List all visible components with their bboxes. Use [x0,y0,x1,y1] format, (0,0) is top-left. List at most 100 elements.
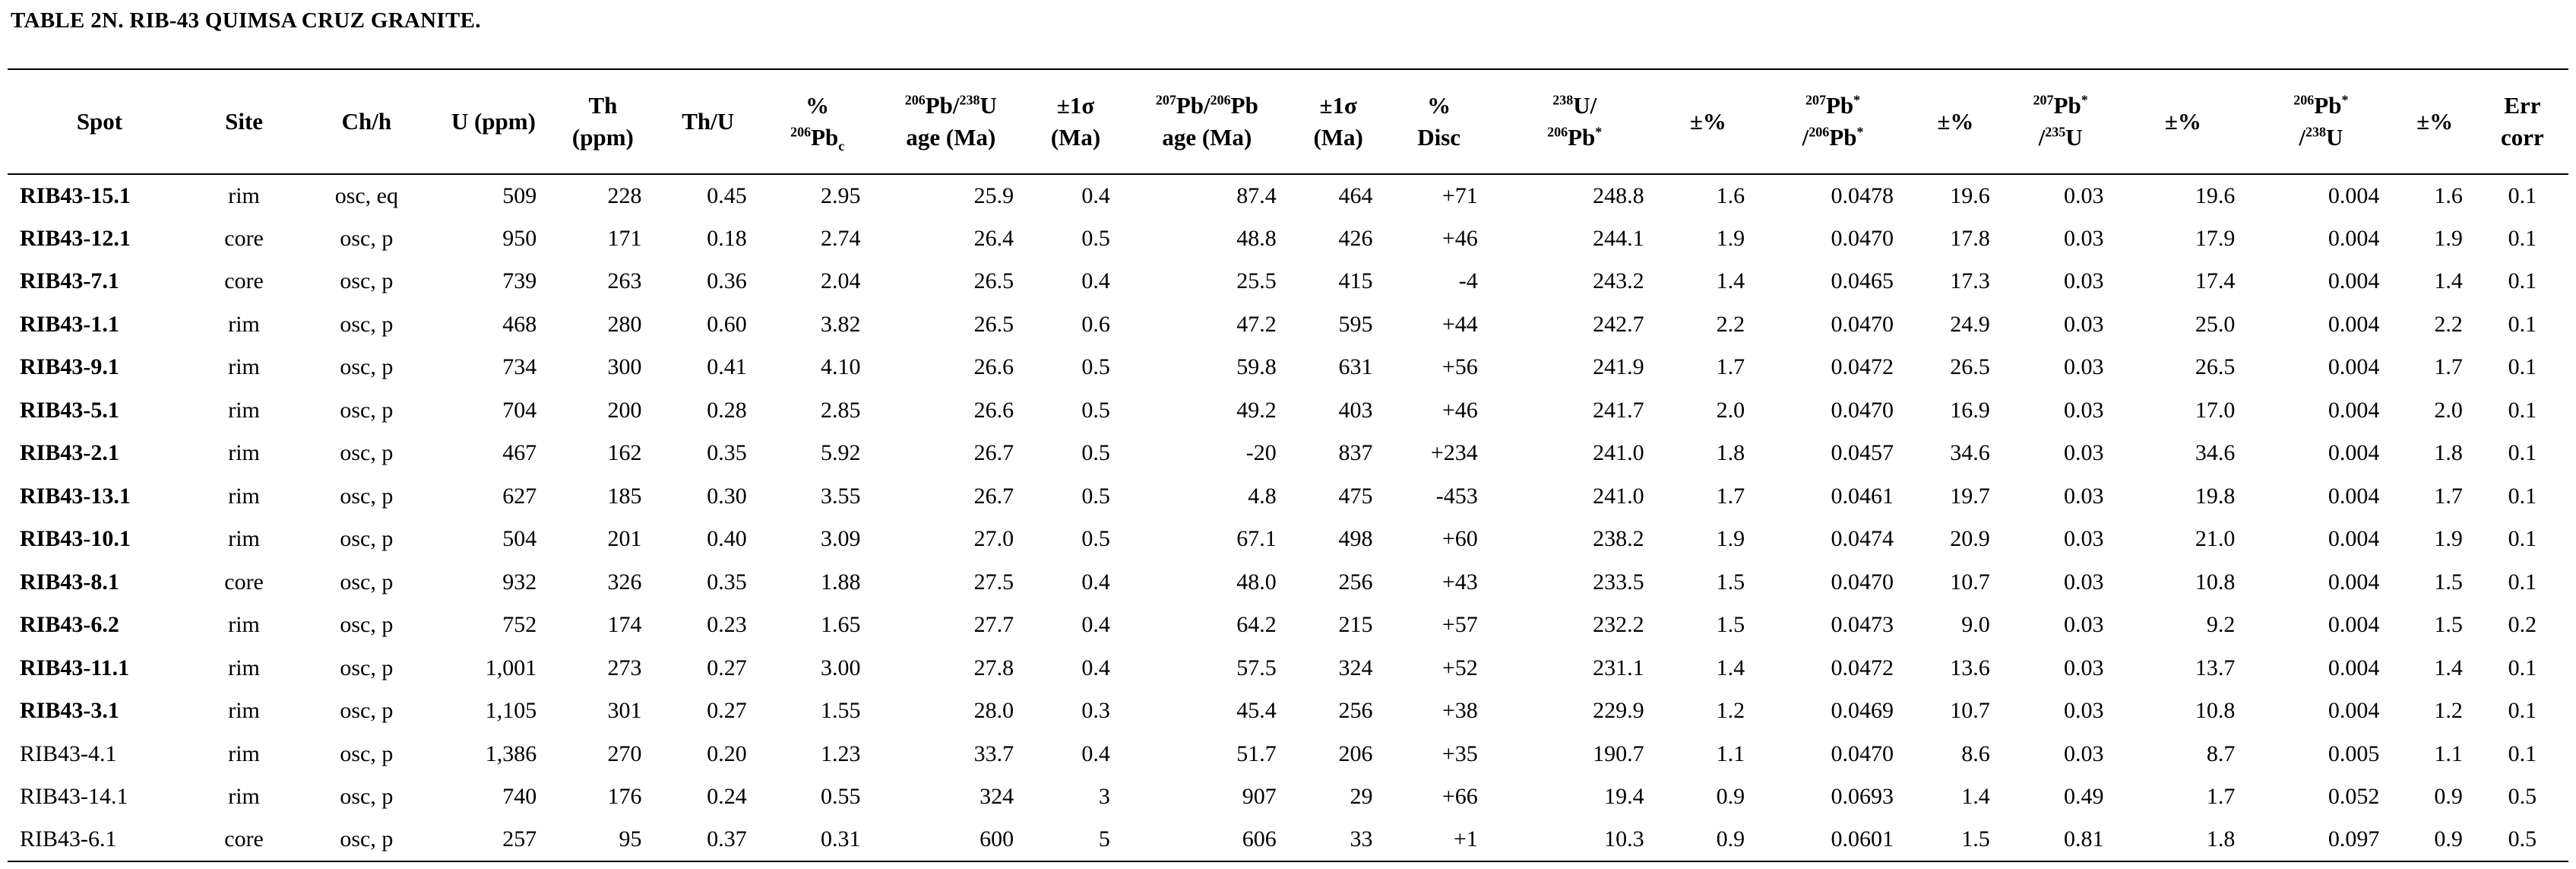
table-cell: 1.5 [2434,569,2463,595]
table-cell: 0.5 [1081,397,1110,423]
table-cell: +60 [1441,526,1478,552]
col-header-u: U (ppm) [451,108,536,135]
table-cell: 10.8 [2195,569,2236,595]
table-cell: 0.03 [2064,698,2104,724]
table-cell: 0.5 [1081,225,1110,251]
spot-cell: RIB43-8.1 [20,569,119,595]
table-cell: 16.9 [1950,397,1990,423]
table-cell: 8.7 [2206,741,2236,766]
table-cell: 1.4 [2434,655,2463,680]
table-cell: 13.6 [1950,655,1990,680]
table-cell: 1.5 [1716,612,1745,638]
table-cell: 57.5 [1236,655,1277,680]
table-cell: 24.9 [1950,311,1990,337]
col-header-sigma-1: ±1σ (Ma) [1050,92,1101,151]
table-row: RIB43-10.1 rim osc, p 504 201 0.40 3.09 27.0 0.5… [8,518,2568,561]
table-cell: 300 [607,354,642,380]
table-cell: 0.55 [821,784,861,810]
table-cell: 950 [502,225,537,251]
table-cell: 243.2 [1593,268,1644,294]
table-cell: 21.0 [2195,526,2236,552]
table-cell: 0.60 [707,311,747,337]
table-cell: 48.8 [1236,225,1277,251]
table-cell: 0.03 [2064,354,2104,380]
table-cell: 9.0 [1961,612,1990,638]
table-cell: 1.7 [1716,354,1745,380]
table-cell: 257 [502,826,537,852]
table-cell: 0.1 [2508,483,2537,509]
table-cell: 1.6 [2434,182,2463,208]
table-cell: 19.8 [2195,483,2236,509]
table-cell: 2.2 [1716,311,1745,337]
table-cell: 837 [1338,440,1373,466]
table-cell: 28.0 [973,698,1014,724]
table-cell: 301 [607,698,642,724]
table-row: RIB43-6.1 core osc, p 257 95 0.37 0.31 600 5 606 3… [8,819,2568,861]
table-cell: 1.88 [821,569,861,595]
table-cell: 1.6 [1716,182,1745,208]
table-cell: 739 [502,268,537,294]
col-header-age-206-238: 206Pb/238U age (Ma) [904,92,997,151]
table-cell: 464 [1338,182,1373,208]
table-cell: 0.004 [2328,440,2380,466]
table-cell: 403 [1338,397,1373,423]
spot-cell: RIB43-12.1 [20,225,131,251]
table-cell: 1.9 [1716,526,1745,552]
col-header-spot: Spot [76,108,123,135]
table-cell: +46 [1441,397,1478,423]
table-cell: 1.7 [2434,354,2463,380]
table-cell: 27.0 [973,526,1014,552]
table-cell: 0.005 [2328,741,2380,766]
table-cell: 0.2 [2508,612,2537,638]
table-cell: 59.8 [1236,354,1277,380]
table-row: RIB43-12.1 core osc, p 950 171 0.18 2.74 26.4 0.… [8,217,2568,261]
table-cell: 238.2 [1593,526,1644,552]
table-cell: 0.1 [2508,311,2537,337]
spot-cell: RIB43-13.1 [20,483,131,509]
table-cell: 0.20 [707,741,747,766]
table-cell: 0.004 [2328,354,2380,380]
table-cell: rim [228,741,260,766]
table-cell: rim [228,612,260,638]
table-cell: 241.9 [1593,354,1644,380]
spot-cell: RIB43-6.2 [20,612,119,638]
table-cell: rim [228,698,260,724]
table-cell: 0.004 [2328,268,2380,294]
col-header-age-207-206: 207Pb/206Pb age (Ma) [1155,92,1258,151]
table-cell: +52 [1441,655,1478,680]
table-cell: 0.37 [707,826,747,852]
table-cell: 0.27 [707,655,747,680]
table-cell: 0.1 [2508,526,2537,552]
table-cell: 241.7 [1593,397,1644,423]
table-cell: 0.0469 [1831,698,1894,724]
table-cell: osc, p [340,569,394,595]
table-cell: 509 [502,182,537,208]
table-cell: 932 [502,569,537,595]
spot-cell: RIB43-1.1 [20,311,119,337]
table-cell: 0.31 [821,826,861,852]
table-cell: 174 [607,612,642,638]
spot-cell: RIB43-15.1 [20,182,131,208]
table-cell: 241.0 [1593,440,1644,466]
table-cell: 0.03 [2064,655,2104,680]
table-cell: 1.9 [1716,225,1745,251]
table-cell: 1.9 [2434,225,2463,251]
spot-cell: RIB43-11.1 [20,655,130,680]
table-cell: rim [228,397,260,423]
table-cell: 0.9 [1716,784,1745,810]
table-cell: 0.0465 [1831,268,1894,294]
table-cell: 0.5 [2508,826,2537,852]
table-cell: 87.4 [1236,182,1277,208]
table-cell: 229.9 [1593,698,1644,724]
table-cell: 0.4 [1081,655,1110,680]
table-cell: 0.004 [2328,698,2380,724]
table-cell: 326 [607,569,642,595]
table-cell: 0.5 [1081,354,1110,380]
table-cell: 241.0 [1593,483,1644,509]
table-cell: 17.9 [2195,225,2236,251]
table-cell: 26.7 [973,440,1014,466]
table-row: RIB43-2.1 rim osc, p 467 162 0.35 5.92 26.7 0.5 -… [8,432,2568,475]
col-header-pct-1: ±% [1689,108,1726,135]
table-cell: 19.6 [2195,182,2236,208]
table-cell: 0.0601 [1831,826,1894,852]
